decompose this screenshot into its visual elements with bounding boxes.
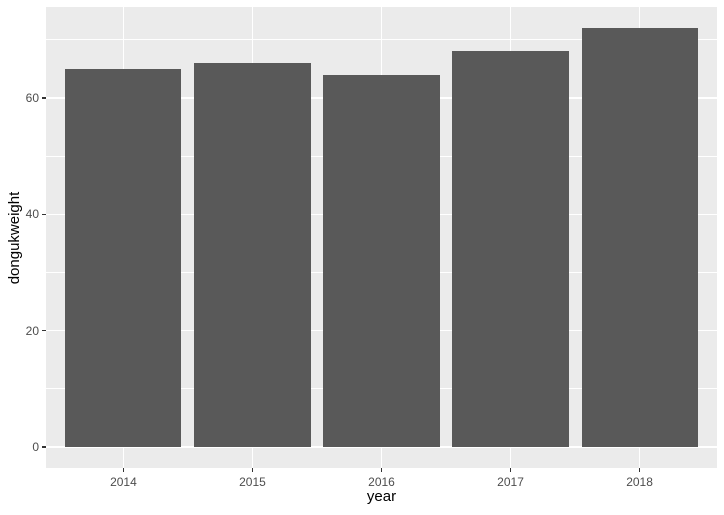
y-tick-label: 0: [32, 440, 39, 454]
x-tick-label: 2015: [239, 475, 266, 489]
x-tick-mark: [122, 468, 125, 472]
x-tick-mark: [509, 468, 512, 472]
bar-2017: [452, 51, 569, 447]
x-tick-mark: [638, 468, 641, 472]
x-tick-mark: [380, 468, 383, 472]
x-tick-label: 2014: [110, 475, 137, 489]
y-tick-label: 60: [25, 90, 39, 105]
bar-2018: [581, 28, 698, 447]
x-tick-label: 2017: [497, 475, 524, 489]
x-axis-title: year: [366, 488, 397, 505]
y-tick-mark: [42, 97, 46, 99]
y-tick-label: 40: [25, 207, 39, 222]
y-tick-mark: [42, 446, 46, 448]
bar-2016: [323, 74, 440, 447]
bar-2014: [65, 68, 182, 447]
x-tick-mark: [251, 468, 254, 472]
y-tick-label: 20: [25, 323, 39, 338]
y-tick-mark: [42, 329, 46, 332]
plot-panel: [46, 7, 717, 468]
x-tick-label: 2018: [626, 475, 653, 489]
y-axis-title: dongukweight: [6, 191, 23, 284]
bar-2015: [194, 63, 311, 447]
y-tick-mark: [42, 213, 46, 216]
x-tick-label: 2016: [368, 475, 395, 489]
